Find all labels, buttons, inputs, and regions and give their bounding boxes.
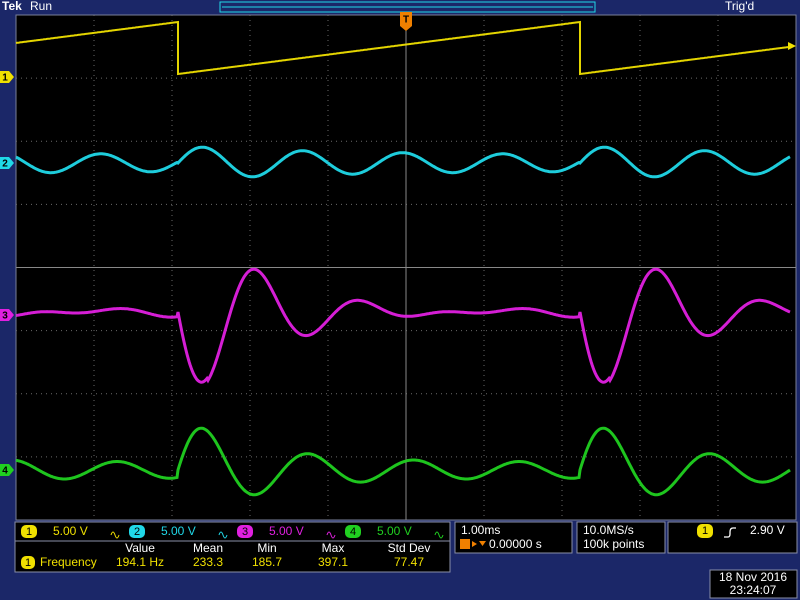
column-header: Max xyxy=(322,541,345,555)
channel-marker-label: 3 xyxy=(2,311,8,322)
waveform xyxy=(15,267,791,384)
channel-marker xyxy=(0,71,14,83)
trigger-slope-icon xyxy=(724,527,736,538)
channel-scale: 5.00 V xyxy=(161,524,196,538)
timebase-box xyxy=(454,521,573,554)
measurement-value: 194.1 Hz xyxy=(116,555,164,569)
channel-marker xyxy=(0,464,14,476)
acquisition-box xyxy=(576,521,666,554)
channel-number: 1 xyxy=(26,526,32,538)
channel-row: 1 5.00 V 2 5.00 V 3 5.00 V 4 5.00 V xyxy=(21,524,444,539)
measurement-name: Frequency xyxy=(40,555,97,569)
trigger-marker-label: T xyxy=(403,15,409,26)
waveform xyxy=(15,426,791,497)
channel-marker-label: 4 xyxy=(2,466,8,477)
timestamp-box xyxy=(709,569,798,599)
measurement-box xyxy=(14,540,451,573)
channel-number: 2 xyxy=(134,526,140,538)
trigger-state: Trig'd xyxy=(725,0,754,13)
bandwidth-icon xyxy=(218,531,228,539)
channel-badge xyxy=(345,525,361,538)
channel-marker xyxy=(0,157,14,169)
column-header: Mean xyxy=(193,541,223,555)
channel-marker-label: 1 xyxy=(2,73,8,84)
trigger-position-marker xyxy=(400,12,412,31)
trigger-level-marker xyxy=(788,42,796,50)
bandwidth-icon xyxy=(110,531,120,539)
channel-scale: 5.00 V xyxy=(53,524,88,538)
record-length: 100k points xyxy=(583,537,644,551)
waveforms xyxy=(15,20,791,497)
channel-badge xyxy=(237,525,253,538)
trigger-level: 2.90 V xyxy=(750,523,785,537)
channel-badge xyxy=(129,525,145,538)
measurement-std-dev: 77.47 xyxy=(394,555,424,569)
column-header: Min xyxy=(257,541,276,555)
measurement-min: 185.7 xyxy=(252,555,282,569)
run-status: Run xyxy=(30,0,52,13)
trigger-channel-badge xyxy=(697,524,713,538)
date: 18 Nov 2016 xyxy=(719,570,787,584)
channel-number: 3 xyxy=(242,526,248,538)
time: 23:24:07 xyxy=(730,583,777,597)
sample-rate: 10.0MS/s xyxy=(583,523,634,537)
channel-markers: 1 2 3 4 xyxy=(0,71,14,477)
bandwidth-icon xyxy=(326,531,336,539)
measurement-channel: 1 xyxy=(25,557,31,569)
trigger-pos-arrows xyxy=(472,541,486,547)
measurement-mean: 233.3 xyxy=(193,555,223,569)
timebase-position: 0.00000 s xyxy=(489,537,542,551)
measurement-channel-badge xyxy=(21,556,35,569)
waveform xyxy=(15,145,791,179)
trigger-pos-icon xyxy=(460,539,470,549)
channel-number: 4 xyxy=(350,526,356,538)
channel-marker-label: 2 xyxy=(2,159,8,170)
timebase-scale: 1.00ms xyxy=(461,523,500,537)
trigger-box xyxy=(667,521,798,554)
brand: Tek xyxy=(2,0,22,13)
channel-scale: 5.00 V xyxy=(269,524,304,538)
column-header: Std Dev xyxy=(388,541,431,555)
column-header: Value xyxy=(125,541,155,555)
channel-scale: 5.00 V xyxy=(377,524,412,538)
waveform xyxy=(15,20,791,76)
channel-badge xyxy=(21,525,37,538)
channel-marker xyxy=(0,309,14,321)
bandwidth-icon xyxy=(434,531,444,539)
measurement-max: 397.1 xyxy=(318,555,348,569)
trigger-channel: 1 xyxy=(702,525,708,537)
